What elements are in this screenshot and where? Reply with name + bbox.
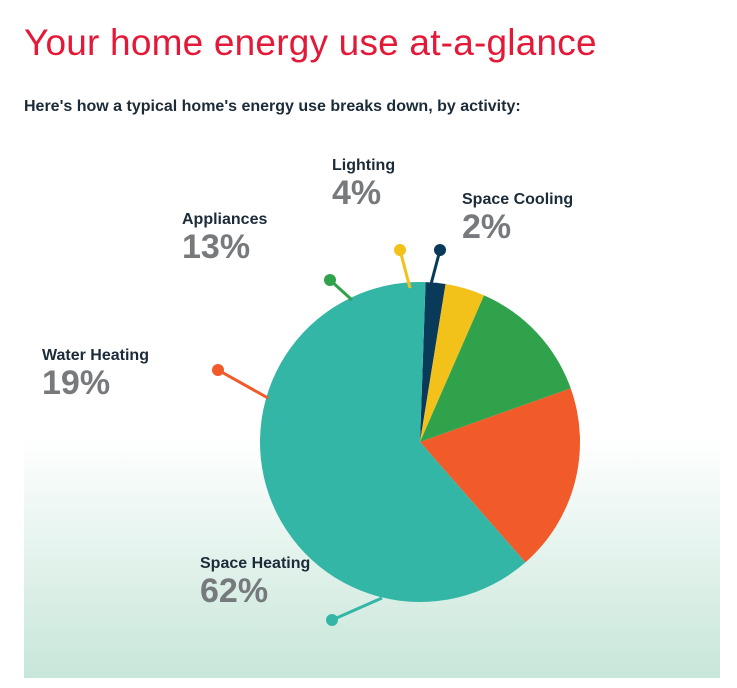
callout-label: Space Cooling [462,192,573,208]
page-subtitle: Here's how a typical home's energy use b… [24,98,521,116]
callout: Space Cooling2% [462,192,573,244]
callout-label: Appliances [182,212,267,228]
callout-label: Lighting [332,158,395,174]
chart-background [24,238,720,678]
callout-value: 4% [332,176,395,210]
page: Your home energy use at-a-glance Here's … [0,0,737,688]
page-title: Your home energy use at-a-glance [24,22,597,64]
callout: Lighting 4% [332,158,395,210]
